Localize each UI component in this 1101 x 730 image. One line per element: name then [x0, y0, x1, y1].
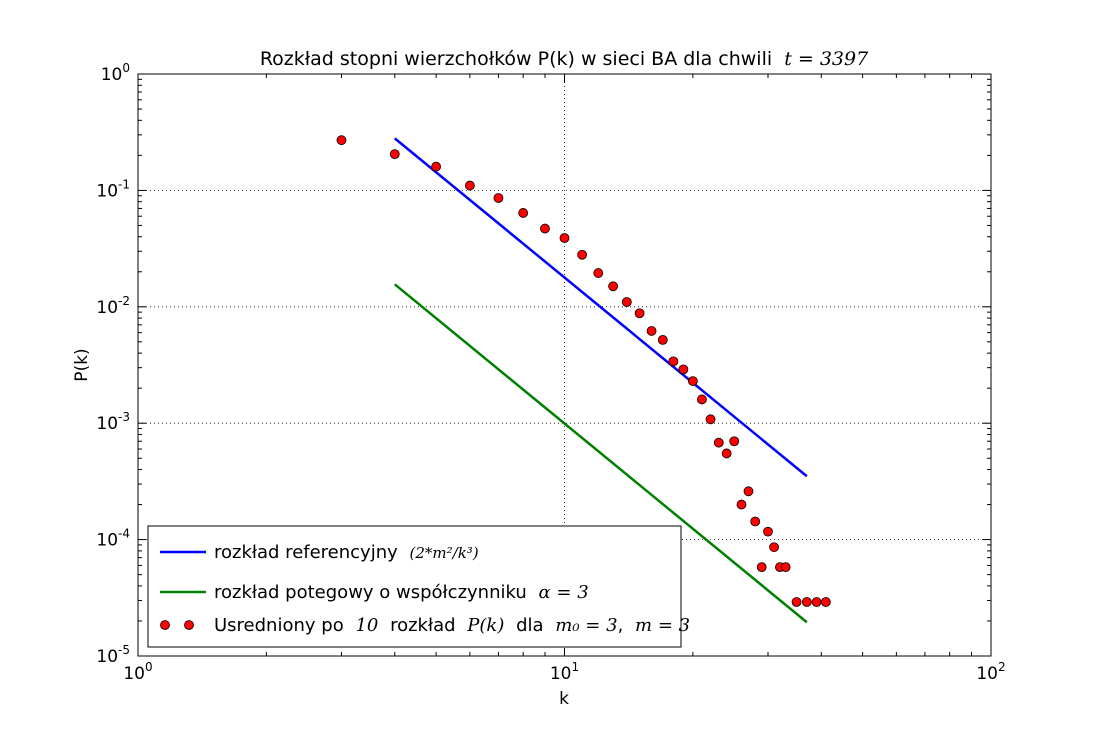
legend-text-averaged: Usredniony po: [214, 615, 344, 636]
y-tick-label-base: 10: [96, 298, 118, 318]
legend-marker-averaged-2: [184, 620, 194, 630]
legend-text-averaged-3: dla: [516, 615, 543, 636]
legend-item-power: rozkład potegowy o współczynniku α = 3: [214, 582, 589, 603]
legend-text-power: rozkład potegowy o współczynniku: [214, 582, 527, 603]
legend-math-averaged-4: m = 3: [635, 615, 690, 636]
legend-math-reference: (2*m²/k³): [410, 544, 479, 562]
y-tick-label: 10-3: [96, 410, 130, 434]
y-tick-label: 10-4: [96, 527, 130, 551]
data-point: [721, 448, 732, 459]
y-tick-label-base: 10: [101, 65, 123, 85]
x-tick-label-base: 10: [550, 664, 572, 684]
data-point: [811, 597, 822, 607]
chart-title-math: t = 3397: [784, 48, 869, 70]
legend-marker-averaged-1: [160, 620, 170, 630]
data-point: [763, 526, 773, 537]
data-point: [464, 180, 475, 191]
data-point: [713, 437, 724, 448]
legend-box: [147, 525, 682, 648]
y-tick-label: 10-2: [96, 294, 130, 318]
x-axis-label: k: [559, 689, 569, 709]
data-point: [431, 161, 442, 172]
data-point: [750, 516, 761, 527]
y-tick-label-exponent: -2: [118, 294, 130, 308]
y-tick-label-exponent: -4: [118, 527, 130, 541]
legend: rozkład referencyjny (2*m²/k³) rozkład p…: [147, 525, 690, 648]
data-point: [493, 193, 504, 203]
y-tick-label-base: 10: [96, 414, 118, 434]
x-tick-label-exponent: 0: [145, 660, 153, 674]
y-tick-label-base: 10: [96, 531, 118, 551]
chart-title: Rozkład stopni wierzchołków P(k) w sieci…: [260, 48, 869, 70]
data-point: [769, 542, 779, 553]
data-point: [646, 326, 657, 336]
legend-item-reference: rozkład referencyjny (2*m²/k³): [214, 542, 479, 563]
y-tick-label: 10-1: [96, 177, 130, 201]
data-point: [791, 597, 802, 607]
data-point: [540, 223, 550, 234]
data-point: [608, 281, 618, 292]
x-tick-label-exponent: 1: [572, 660, 580, 674]
data-point: [621, 297, 632, 307]
data-point: [559, 233, 570, 243]
x-tick-label: 100: [123, 660, 152, 684]
legend-math-averaged-3: m₀ = 3: [555, 615, 617, 636]
data-point: [668, 356, 679, 367]
y-tick-label-exponent: -5: [118, 643, 130, 657]
y-tick-label-base: 10: [96, 181, 118, 201]
legend-text-reference: rozkład referencyjny: [214, 542, 398, 563]
data-point: [687, 376, 698, 386]
data-point: [678, 364, 689, 375]
legend-text-averaged-2: rozkład: [390, 615, 455, 636]
legend-text-averaged-4: ,: [618, 615, 624, 636]
legend-math-averaged-2: P(k): [466, 615, 504, 636]
data-point: [736, 499, 747, 510]
legend-math-averaged-1: 10: [355, 615, 378, 636]
x-tick-label: 101: [550, 660, 579, 684]
data-point: [518, 208, 529, 218]
chart-title-text: Rozkład stopni wierzchołków P(k) w sieci…: [260, 48, 772, 70]
y-tick-label: 10-5: [96, 643, 130, 667]
legend-math-power: α = 3: [539, 582, 589, 603]
data-point: [634, 308, 645, 319]
legend-item-averaged: Usredniony po 10 rozkład P(k) dla m₀ = 3…: [214, 615, 690, 636]
data-point: [705, 414, 716, 425]
data-point: [593, 268, 604, 278]
y-tick-label-base: 10: [96, 647, 118, 667]
series-line-reference: [393, 137, 808, 478]
data-point: [756, 562, 767, 573]
data-point: [743, 486, 754, 497]
y-tick-label-exponent: -1: [118, 177, 130, 191]
x-tick-label-base: 10: [976, 664, 998, 684]
data-point: [697, 394, 707, 405]
data-point: [780, 562, 791, 573]
plot-frame: [137, 73, 992, 657]
data-point: [336, 135, 347, 146]
data-point: [657, 334, 668, 345]
data-point: [389, 149, 400, 160]
x-tick-label-base: 10: [123, 664, 145, 684]
y-tick-label-exponent: -3: [118, 410, 130, 424]
series-layer: [336, 135, 831, 624]
data-point: [577, 249, 588, 260]
data-point: [801, 597, 812, 607]
data-point: [729, 436, 740, 447]
y-tick-label-exponent: 0: [122, 61, 130, 75]
x-tick-label-exponent: 2: [998, 660, 1006, 674]
series-line-power: [393, 283, 808, 624]
y-axis-label: P(k): [72, 348, 92, 381]
x-tick-label: 102: [976, 660, 1005, 684]
data-point: [820, 597, 831, 607]
y-tick-label: 100: [101, 61, 130, 85]
